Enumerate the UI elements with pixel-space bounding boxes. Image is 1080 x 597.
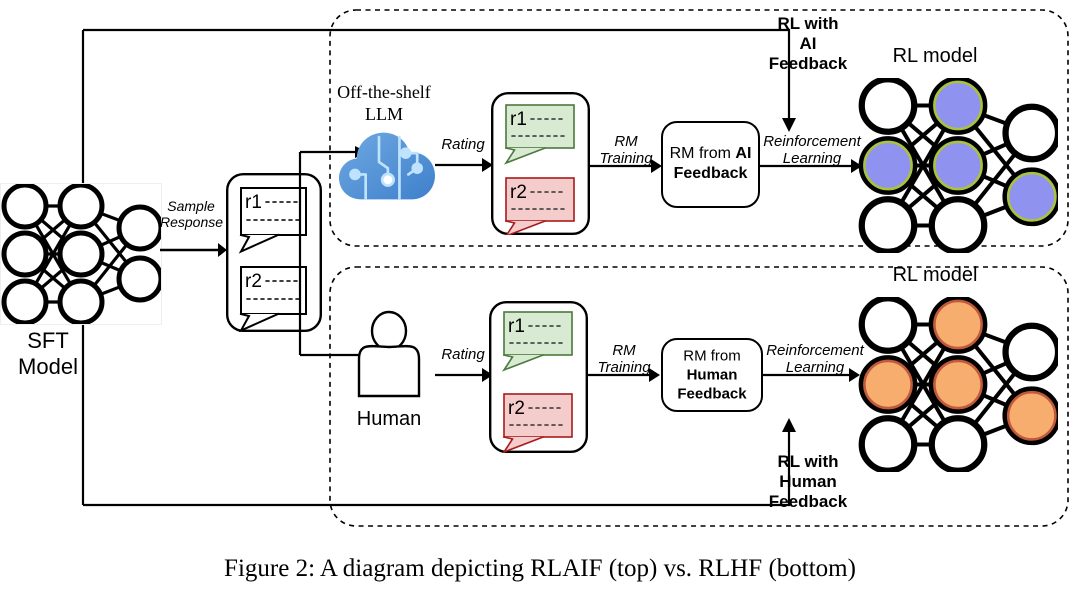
svg-text:r1: r1 [245,192,262,213]
svg-text:r2: r2 [245,271,262,292]
svg-text:r1: r1 [508,316,525,337]
svg-text:r2: r2 [510,182,527,203]
